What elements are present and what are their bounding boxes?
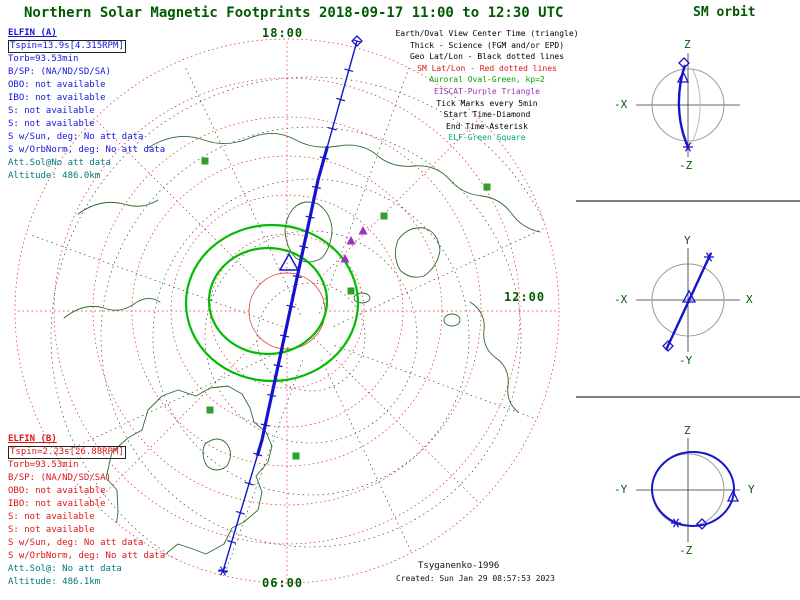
axis-label-p1-top: Z [684,38,691,51]
legend-line: SM Lat/Lon - Red dotted lines [417,63,557,73]
footprint-track [218,39,362,573]
sm-orbit-panel-yz [636,438,740,542]
elfin-b-title: ELFIN (B) [8,434,57,444]
legend-line: Auroral Oval-Green, kp=2 [429,75,545,85]
info-line: S: not available [8,119,95,129]
map-markers [201,35,491,576]
orbit-start-diamond-1 [678,57,690,69]
axis-label-p2-top: Y [684,234,691,247]
mlt-label-18: 18:00 [262,26,304,40]
info-line: B/SP: (NA/ND/SD/SA) [8,67,111,77]
legend: Earth/Oval View Center Time (triangle) T… [392,28,582,144]
elf-station-square [347,287,355,295]
orbit-end-asterisk-2 [704,252,714,262]
altitude-a: Altitude: 486.0km [8,171,101,181]
orbit-end-asterisk-1 [683,142,693,152]
legend-line: Earth/Oval View Center Time (triangle) [395,29,579,38]
mlt-label-12: 12:00 [504,290,546,304]
info-line: Tspin=2.23s[26.88RPM] [8,446,165,459]
axis-label-p2-bottom: -Y [679,354,693,367]
info-line: OBO: not available [8,486,106,496]
axis-label-p1-left: -X [614,98,628,111]
altitude-b: Altitude: 486.1km [8,577,101,587]
legend-line: Thick - Science (FGM and/or EPD) [409,40,565,50]
legend-line: ELF-Green Square [448,133,526,143]
sm-graticule [14,38,560,584]
info-line: IBO: not available [8,499,106,509]
info-line: S: not available [8,512,95,522]
eiscat-triangle [358,226,368,235]
elfin-a-info: ELFIN (A) Tspin=13.9s[4.315RPM] Torb=93.… [8,27,165,183]
mlt-label-06: 06:00 [262,576,304,590]
sm-orbit-panel-xz [636,53,740,157]
info-line: S w/OrbNorm, deg: No att data [8,145,166,155]
elf-station-square [483,183,491,191]
axis-label-p3-bottom: -Z [679,544,693,557]
page-title: Northern Solar Magnetic Footprints 2018-… [24,5,564,21]
view-center-triangle-3 [726,489,740,502]
auroral-oval [184,223,360,383]
legend-line: Tick Marks every 5min [436,98,538,108]
info-line: S: not available [8,525,95,535]
info-line: IBO: not available [8,93,106,103]
info-line: Torb=93.53min [8,460,79,470]
tspin-value-a: Tspin=13.9s[4.315RPM] [8,40,126,53]
elf-station-square [292,452,300,460]
elf-station-square [206,406,214,414]
eiscat-triangle [346,236,356,245]
info-line: Torb=93.53min [8,54,79,64]
legend-line: Geo Lat/Lon - Black dotted lines [409,52,565,62]
axis-label-p3-top: Z [684,424,691,437]
model-label: Tsyganenko-1996 [418,561,500,571]
track-start-diamond [351,35,363,47]
info-line: B/SP: (NA/ND/SD/SA) [8,473,111,483]
view-center-triangle-2 [681,289,697,303]
info-line: Att.Sol@No att data [8,158,111,168]
axis-label-p2-left: -X [614,293,628,306]
legend-line: End Time-Asterisk [446,121,528,131]
axis-label-p2-right: X [746,293,753,306]
orbit-start-diamond-3 [696,518,708,530]
legend-line: EISCAT-Purple Triangle [434,86,540,96]
eiscat-triangle [340,254,350,263]
view-center-triangle-1 [676,70,690,83]
info-line: S w/OrbNorm, deg: No att data [8,551,166,561]
tspin-value-b: Tspin=2.23s[26.88RPM] [8,446,126,459]
elf-station-square [380,212,388,220]
info-line: Tspin=13.9s[4.315RPM] [8,40,165,53]
legend-line: Start Time-Diamond [443,110,531,120]
view-center-triangle [278,252,300,271]
axis-label-p1-bottom: -Z [679,159,693,172]
axis-label-p3-right: Y [748,483,755,496]
info-line: OBO: not available [8,80,106,90]
info-line: S w/Sun, deg: No att data [8,132,144,142]
elfin-a-title: ELFIN (A) [8,28,57,38]
orbit-start-diamond-2 [662,340,674,352]
elfin-b-info: ELFIN (B) Tspin=2.23s[26.88RPM] Torb=93.… [8,433,165,589]
sm-orbit-panel-xy [636,248,740,352]
axis-label-p3-left: -Y [614,483,628,496]
info-line: S: not available [8,106,95,116]
track-end-asterisk [219,566,227,576]
orbit-end-asterisk-3 [671,518,681,528]
info-line: Att.Sol@: No att data [8,564,122,574]
info-line: S w/Sun, deg: No att data [8,538,144,548]
created-label: Created: Sun Jan 29 08:57:53 2023 [396,574,555,583]
sm-orbit-title: SM orbit [693,5,756,20]
elf-station-square [201,157,209,165]
